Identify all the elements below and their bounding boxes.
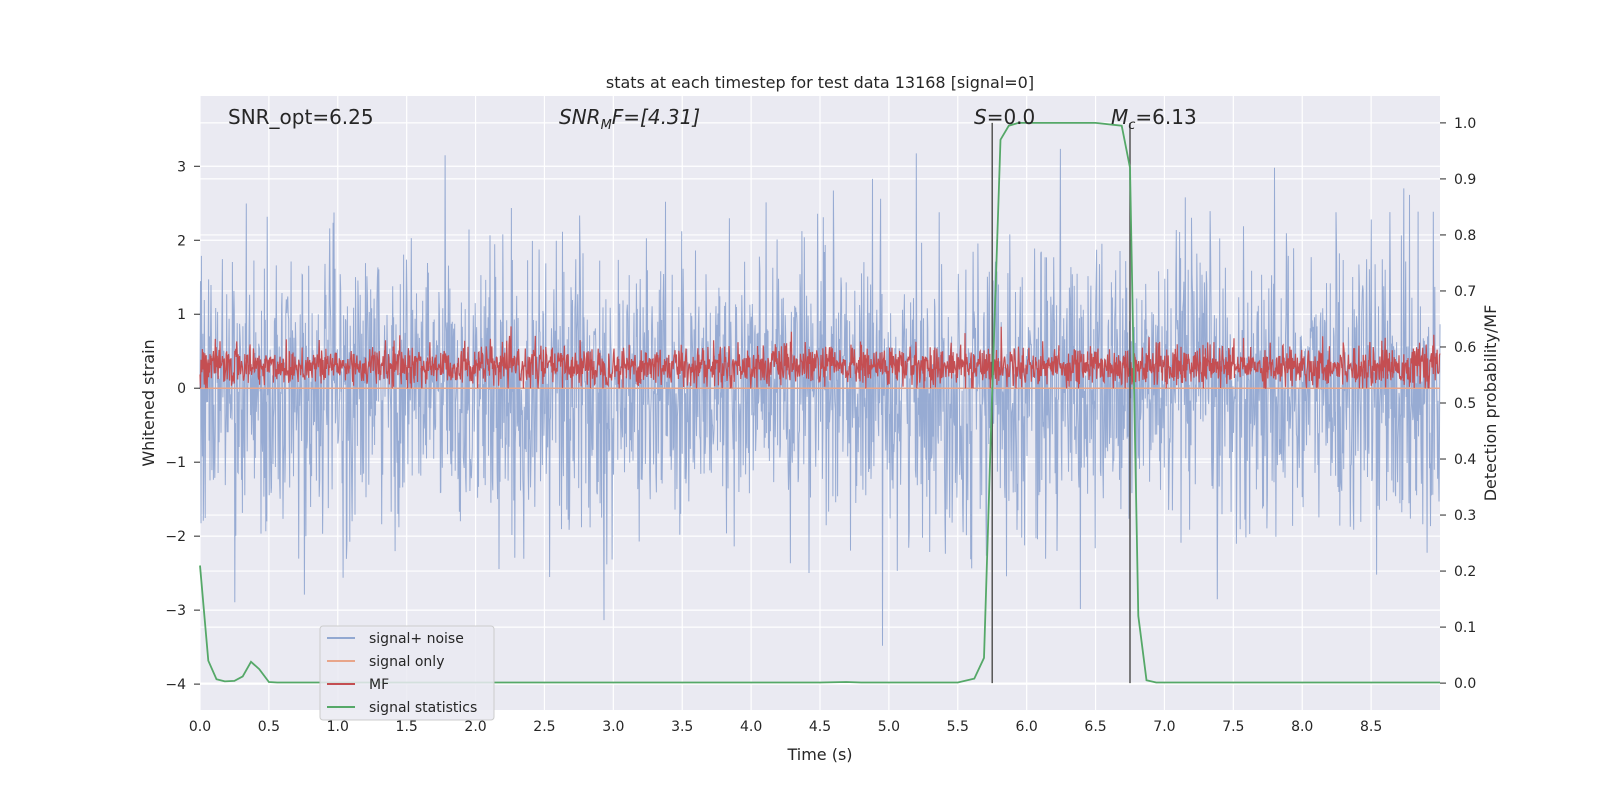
legend-label-stat: signal statistics bbox=[369, 700, 477, 716]
x-tick-label: 1.5 bbox=[396, 719, 418, 735]
x-tick-label: 3.0 bbox=[602, 719, 624, 735]
x-tick-label: 1.0 bbox=[327, 719, 349, 735]
x-tick-label: 3.5 bbox=[671, 719, 693, 735]
mc-sub: c bbox=[1128, 118, 1135, 133]
mf-line bbox=[199, 326, 1441, 389]
y2-tick-label: 0.6 bbox=[1454, 340, 1476, 356]
x-tick-label: 4.0 bbox=[740, 719, 762, 735]
series-signal-plus-noise bbox=[199, 148, 1441, 646]
signal-statistics-line bbox=[199, 122, 1440, 684]
y2-axis-ticks: 1.0 0.9 0.8 0.7 0.6 0.5 0.4 0.3 0.2 0.1 0.0 bbox=[1440, 116, 1476, 692]
series-mf bbox=[199, 326, 1441, 389]
x-tick-label: 5.0 bbox=[878, 719, 900, 735]
y-tick-label: 1 bbox=[177, 307, 186, 323]
y2-tick-label: 0.9 bbox=[1454, 172, 1476, 188]
annotation-snr-opt: SNR_opt=6.25 bbox=[228, 105, 374, 129]
y-tick-label: −3 bbox=[165, 603, 186, 619]
noise-line bbox=[199, 148, 1441, 646]
y-tick-label: 2 bbox=[177, 233, 186, 249]
y2-tick-label: 0.0 bbox=[1454, 676, 1476, 692]
y2-tick-label: 0.4 bbox=[1454, 452, 1476, 468]
x-tick-label: 0.5 bbox=[258, 719, 280, 735]
y-tick-label: 3 bbox=[177, 159, 186, 175]
y-tick-label: 0 bbox=[177, 381, 186, 397]
y2-tick-label: 0.1 bbox=[1454, 620, 1476, 636]
s-var: S bbox=[974, 105, 987, 129]
x-tick-label: 7.0 bbox=[1153, 719, 1175, 735]
x-tick-label: 6.0 bbox=[1016, 719, 1038, 735]
y2-axis-label: Detection probability/MF bbox=[1481, 305, 1500, 502]
x-tick-label: 8.5 bbox=[1360, 719, 1382, 735]
x-tick-label: 4.5 bbox=[809, 719, 831, 735]
y2-tick-label: 0.3 bbox=[1454, 508, 1476, 524]
y2-tick-label: 0.2 bbox=[1454, 564, 1476, 580]
legend-label-mf: MF bbox=[369, 677, 389, 693]
legend-label-signal: signal only bbox=[369, 654, 444, 670]
x-tick-label: 2.0 bbox=[464, 719, 486, 735]
y-axis-label: Whitened strain bbox=[139, 339, 158, 466]
y-tick-label: −1 bbox=[165, 455, 186, 471]
x-tick-label: 6.5 bbox=[1084, 719, 1106, 735]
x-axis-label: Time (s) bbox=[786, 745, 852, 764]
series-signal-statistics bbox=[199, 122, 1440, 684]
x-axis-ticks: 0.0 0.5 1.0 1.5 2.0 2.5 3.0 3.5 4.0 4.5 5.0 5.5 6.0 6… bbox=[189, 719, 1382, 735]
mc-rest: =6.13 bbox=[1135, 105, 1196, 129]
annotation-snr-mf: SNRMF=[4.31] bbox=[559, 105, 700, 133]
y2-tick-label: 0.8 bbox=[1454, 228, 1476, 244]
legend-box bbox=[319, 625, 495, 721]
x-tick-label: 8.0 bbox=[1291, 719, 1313, 735]
snr-mf-rest: F=[4.31] bbox=[612, 105, 700, 129]
y2-tick-label: 1.0 bbox=[1454, 116, 1476, 132]
x-tick-label: 5.5 bbox=[947, 719, 969, 735]
x-tick-label: 7.5 bbox=[1222, 719, 1244, 735]
y-axis-ticks: 3 2 1 0 −1 −2 −3 −4 bbox=[165, 159, 200, 693]
annotation-mc: Mc=6.13 bbox=[1111, 105, 1197, 133]
y-tick-label: −2 bbox=[165, 529, 186, 545]
x-tick-label: 2.5 bbox=[533, 719, 555, 735]
snr-mf-base: SNR bbox=[559, 105, 601, 129]
y2-tick-label: 0.7 bbox=[1454, 284, 1476, 300]
chart-title: stats at each timestep for test data 131… bbox=[606, 73, 1034, 92]
y-tick-label: −4 bbox=[165, 677, 186, 693]
legend-label-noise: signal+ noise bbox=[369, 631, 464, 647]
x-tick-label: 0.0 bbox=[189, 719, 211, 735]
annotation-s: S=0.0 bbox=[974, 105, 1035, 129]
legend: signal+ noise signal only MF signal stat… bbox=[319, 625, 495, 721]
mc-var: M bbox=[1111, 105, 1128, 129]
y2-tick-label: 0.5 bbox=[1454, 396, 1476, 412]
snr-mf-sub: M bbox=[601, 118, 612, 133]
s-rest: =0.0 bbox=[987, 105, 1036, 129]
